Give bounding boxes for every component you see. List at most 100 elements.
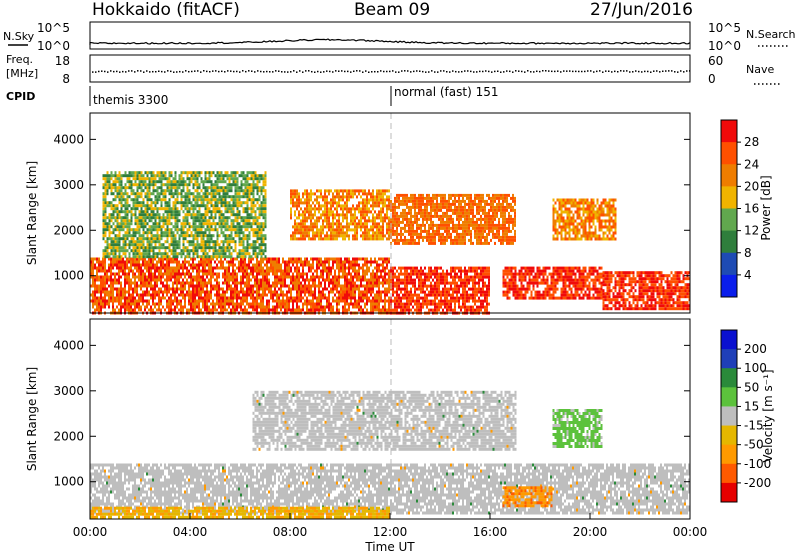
freq-point: [554, 70, 556, 73]
heatmap-cell: [348, 260, 350, 264]
heatmap-cell: [388, 189, 390, 193]
heatmap-cell: [126, 237, 129, 241]
heatmap-cell: [378, 296, 380, 300]
heatmap-cell: [188, 249, 191, 253]
heatmap-cell: [120, 260, 122, 264]
freq-point: [104, 70, 106, 73]
heatmap-cell: [258, 249, 261, 253]
heatmap-cell: [366, 192, 368, 196]
heatmap-cell: [264, 246, 267, 250]
heatmap-cell: [384, 305, 386, 309]
heatmap-cell: [314, 237, 316, 241]
heatmap-cell: [128, 257, 130, 261]
heatmap-cell: [250, 210, 253, 214]
heatmap-cell: [254, 222, 257, 226]
freq-point: [584, 70, 586, 73]
heatmap-cell: [184, 225, 187, 229]
heatmap-cell: [144, 207, 147, 211]
heatmap-cell: [218, 213, 221, 217]
noise-trace: [89, 38, 691, 45]
heatmap-cell: [110, 231, 113, 235]
heatmap-cell: [326, 201, 328, 205]
heatmap-cell: [164, 183, 167, 187]
heatmap-cell: [188, 213, 191, 217]
heatmap-cell: [264, 305, 266, 309]
freq-point: [215, 70, 217, 72]
heatmap-cell: [258, 174, 261, 178]
heatmap-cell: [250, 222, 253, 226]
heatmap-cell: [146, 281, 148, 285]
heatmap-cell: [150, 216, 153, 220]
heatmap-cell: [156, 263, 158, 267]
heatmap-cell: [336, 189, 338, 193]
heatmap-cell: [260, 189, 263, 193]
heatmap-cell: [202, 287, 204, 291]
heatmap-cell: [324, 287, 326, 291]
heatmap-cell: [106, 269, 108, 273]
heatmap-cell: [248, 255, 251, 259]
heatmap-cell: [126, 257, 128, 261]
heatmap-cell: [360, 293, 362, 297]
heatmap-cell: [318, 201, 320, 205]
heatmap-cell: [128, 180, 131, 184]
heatmap-cell: [126, 213, 129, 217]
freq-point: [218, 70, 220, 73]
heatmap-cell: [274, 281, 276, 285]
heatmap-cell: [166, 281, 168, 285]
heatmap-cell: [140, 210, 143, 214]
heatmap-cell: [152, 186, 155, 190]
heatmap-cell: [344, 195, 346, 199]
heatmap-cell: [204, 198, 207, 202]
heatmap-cell: [354, 263, 356, 267]
heatmap-cell: [94, 308, 96, 312]
heatmap-cell: [114, 278, 116, 282]
heatmap-cell: [158, 287, 160, 291]
heatmap-cell: [374, 198, 376, 202]
heatmap-cell: [166, 290, 168, 294]
heatmap-cell: [196, 189, 199, 193]
heatmap-cell: [134, 290, 136, 294]
heatmap-cell: [190, 213, 193, 217]
heatmap-cell: [172, 308, 174, 312]
heatmap-cell: [296, 308, 298, 312]
heatmap-cell: [262, 266, 264, 270]
freq-point: [620, 70, 622, 72]
heatmap-cell: [228, 272, 230, 276]
heatmap-cell: [118, 293, 120, 297]
heatmap-cell: [264, 210, 267, 214]
heatmap-cell: [350, 293, 352, 297]
freq-point: [185, 70, 187, 72]
heatmap-cell: [304, 234, 306, 238]
heatmap-cell: [118, 308, 120, 312]
freq-point: [122, 70, 124, 73]
heatmap-cell: [238, 204, 241, 208]
heatmap-cell: [120, 299, 122, 303]
heatmap-cell: [258, 234, 261, 238]
heatmap-cell: [376, 192, 378, 196]
heatmap-cell: [92, 266, 94, 270]
heatmap-cell: [110, 299, 112, 303]
heatmap-cell: [358, 296, 360, 300]
heatmap-cell: [212, 186, 215, 190]
heatmap-cell: [152, 263, 154, 267]
heatmap-cell: [338, 269, 340, 273]
heatmap-cell: [162, 243, 165, 247]
heatmap-cell: [178, 293, 180, 297]
heatmap-cell: [134, 195, 137, 199]
heatmap-cell: [128, 308, 130, 312]
heatmap-cell: [214, 228, 217, 232]
heatmap-cell: [110, 263, 112, 267]
heatmap-cell: [138, 284, 140, 288]
heatmap-cell: [254, 228, 257, 232]
freq-point: [101, 70, 103, 72]
heatmap-cell: [118, 177, 121, 181]
heatmap-cell: [242, 290, 244, 294]
heatmap-cell: [234, 272, 236, 276]
heatmap-cell: [164, 252, 167, 256]
heatmap-cell: [302, 201, 304, 205]
heatmap-cell: [160, 252, 163, 256]
heatmap-cell: [366, 210, 368, 214]
heatmap-cell: [282, 290, 284, 294]
heatmap-cell: [152, 213, 155, 217]
heatmap-cell: [150, 293, 152, 297]
